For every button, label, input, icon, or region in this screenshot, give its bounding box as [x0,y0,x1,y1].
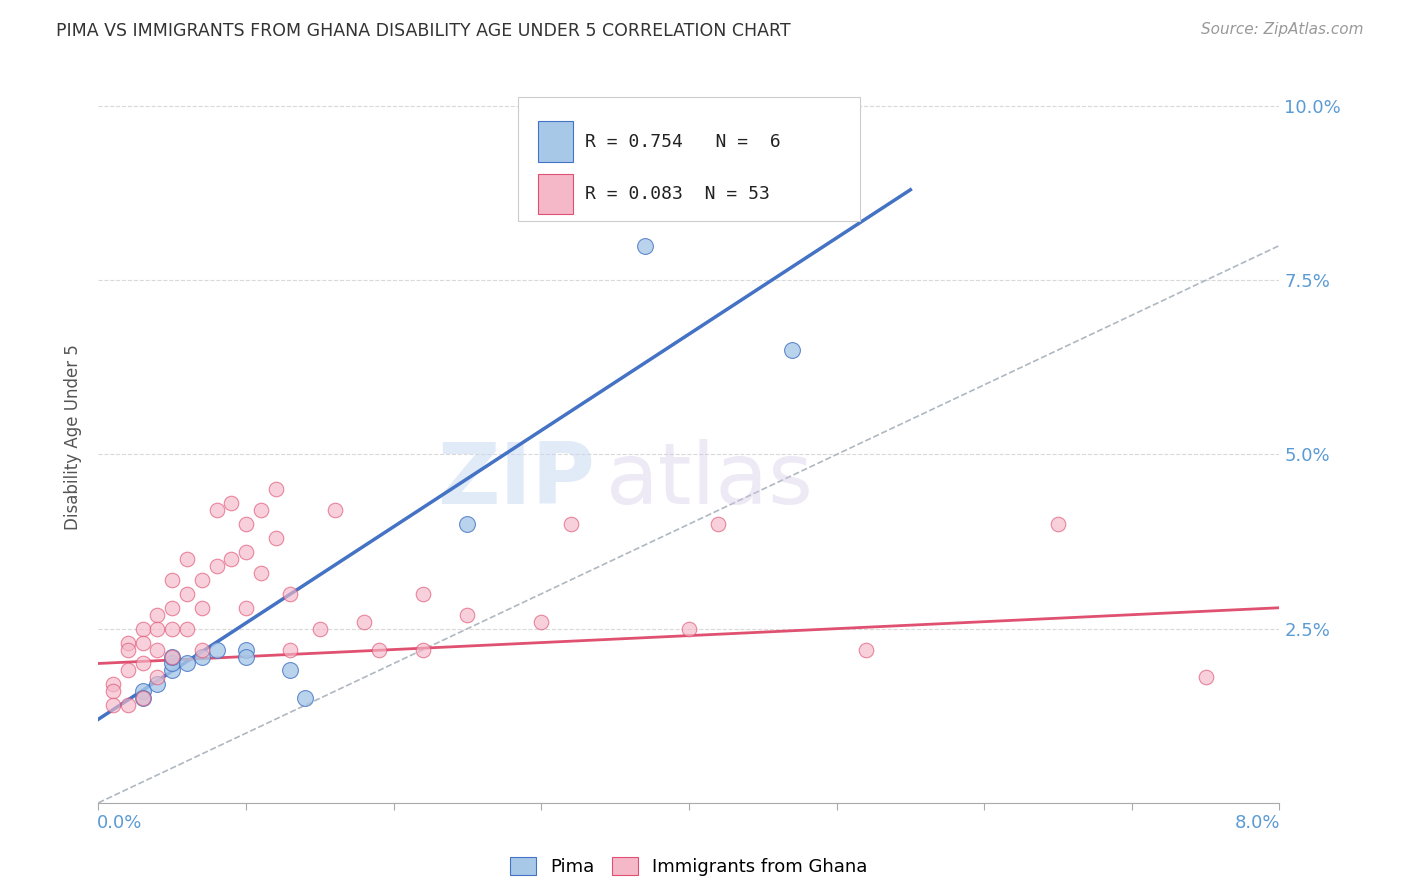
Point [250,566,273,580]
Point [219,496,242,510]
Point [176,622,198,636]
Point [205,503,228,517]
Point [132,691,155,706]
Point [162,664,183,678]
FancyBboxPatch shape [517,97,860,221]
Text: Source: ZipAtlas.com: Source: ZipAtlas.com [1201,22,1364,37]
Bar [537,121,574,161]
Point [132,691,155,706]
Text: PIMA VS IMMIGRANTS FROM GHANA DISABILITY AGE UNDER 5 CORRELATION CHART: PIMA VS IMMIGRANTS FROM GHANA DISABILITY… [56,22,790,40]
Point [235,600,257,615]
Point [633,238,655,252]
Point [132,657,155,671]
Point [103,698,125,713]
Text: R = 0.083  N = 53: R = 0.083 N = 53 [585,186,770,203]
Point [146,642,169,657]
Point [176,587,198,601]
Point [162,622,183,636]
Point [132,684,155,698]
Point [278,642,302,657]
Point [235,642,257,657]
Point [205,642,228,657]
Text: R = 0.754   N =  6: R = 0.754 N = 6 [585,133,780,151]
Point [707,517,730,532]
Text: 8.0%: 8.0% [1234,814,1281,831]
Point [367,642,389,657]
Point [264,483,287,497]
Point [456,517,478,532]
Point [191,600,214,615]
Point [132,622,155,636]
Point [162,657,183,671]
Point [235,545,257,559]
Point [825,196,848,211]
Point [678,622,700,636]
Point [250,503,273,517]
Y-axis label: Disability Age Under 5: Disability Age Under 5 [65,344,83,530]
Point [294,691,316,706]
Point [235,649,257,664]
Point [456,607,478,622]
Point [205,558,228,573]
Text: ZIP: ZIP [437,440,595,523]
Point [560,517,582,532]
Point [855,642,877,657]
Point [782,343,804,357]
Point [530,615,553,629]
Point [117,642,139,657]
Point [117,698,139,713]
Point [353,615,375,629]
Text: atlas: atlas [606,440,814,523]
Point [162,649,183,664]
Point [278,587,302,601]
Point [191,642,214,657]
Point [146,622,169,636]
Point [146,670,169,684]
Point [176,552,198,566]
Point [412,587,434,601]
Point [308,622,332,636]
Point [412,642,434,657]
Point [103,677,125,691]
Point [235,517,257,532]
Point [264,531,287,545]
Point [162,600,183,615]
Text: 0.0%: 0.0% [97,814,142,831]
Point [176,657,198,671]
Point [103,684,125,698]
Point [191,573,214,587]
Point [278,664,302,678]
Point [219,552,242,566]
Point [162,649,183,664]
Point [323,503,346,517]
Legend: Pima, Immigrants from Ghana: Pima, Immigrants from Ghana [503,850,875,883]
Point [191,649,214,664]
Point [132,635,155,649]
Point [117,664,139,678]
Point [146,607,169,622]
Point [1046,517,1069,532]
Point [162,573,183,587]
Point [1194,670,1216,684]
Bar [537,174,574,214]
Point [117,635,139,649]
Point [146,677,169,691]
